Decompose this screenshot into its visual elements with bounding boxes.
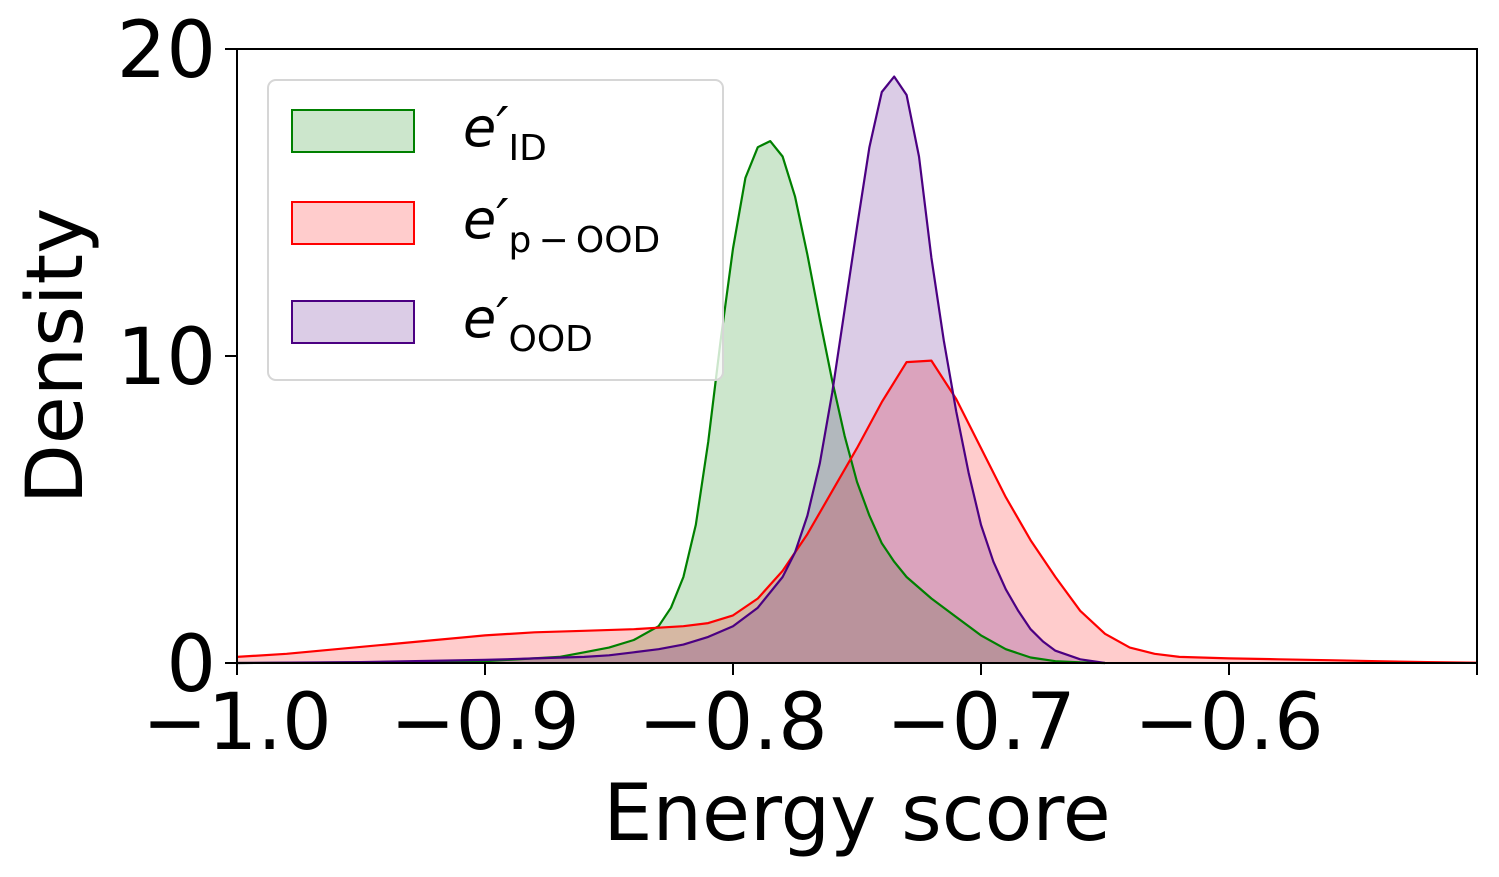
legend-frame bbox=[267, 79, 724, 381]
series-line-ood bbox=[236, 75, 1106, 665]
x-tick-label: −0.6 bbox=[1134, 678, 1323, 768]
x-tick-label: −0.7 bbox=[886, 678, 1075, 768]
y-tick-label: 0 bbox=[166, 620, 216, 710]
x-tick-label: −0.8 bbox=[638, 678, 827, 768]
x-axis-label: Energy score bbox=[603, 769, 1110, 859]
series-line-id bbox=[236, 140, 1106, 665]
y-tick-label: 10 bbox=[117, 313, 216, 403]
series-area-p-ood bbox=[237, 360, 1477, 663]
x-tick-label: −0.9 bbox=[390, 678, 579, 768]
series-line-p-ood bbox=[236, 359, 1478, 664]
legend-label-ood: e′OOD bbox=[463, 287, 593, 360]
legend-label-p-ood: e′p − OOD bbox=[463, 188, 660, 261]
legend: e′ID e′p − OOD e′OOD bbox=[267, 79, 724, 381]
legend-label-id: e′ID bbox=[463, 96, 547, 169]
series-area-ood bbox=[237, 76, 1105, 664]
legend-swatch-ood bbox=[291, 300, 415, 344]
series-layer bbox=[236, 75, 1478, 665]
y-tick-label: 20 bbox=[117, 6, 216, 96]
legend-swatch-id bbox=[291, 109, 415, 153]
legend-swatch-p-ood bbox=[291, 201, 415, 245]
ticks-layer: −1.0 −0.9 −0.8 −0.7 −0.6 0 10 20 bbox=[117, 6, 1478, 768]
x-tick-label: −1.0 bbox=[142, 678, 331, 768]
y-axis-label: Density bbox=[11, 208, 101, 505]
